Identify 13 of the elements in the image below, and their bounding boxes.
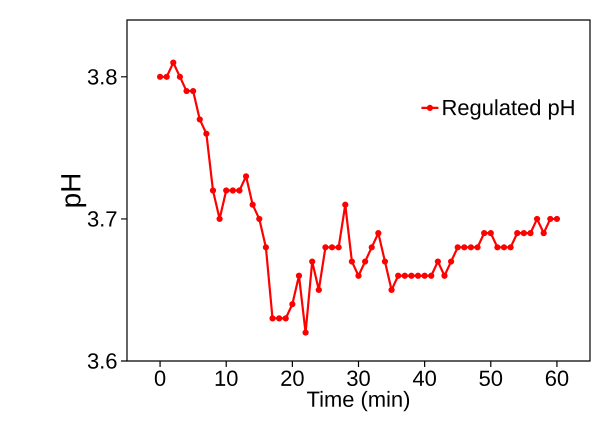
- legend-label: Regulated pH: [443, 99, 574, 120]
- y-tick-label: 3.8: [88, 69, 117, 85]
- y-tick-label: 3.7: [88, 211, 116, 227]
- x-tick-label: 10: [216, 370, 238, 386]
- x-tick-label: 20: [281, 370, 304, 386]
- y-tick-label: 3.6: [88, 353, 117, 369]
- x-tick-label: 40: [412, 370, 436, 386]
- x-tick-label: 30: [347, 370, 370, 386]
- x-axis-title: Time (min): [307, 390, 410, 412]
- x-tick-label: 60: [546, 370, 568, 386]
- x-tick-label: 0: [154, 370, 166, 386]
- x-tick-label: 50: [479, 370, 502, 386]
- y-axis-title: pH: [61, 174, 86, 207]
